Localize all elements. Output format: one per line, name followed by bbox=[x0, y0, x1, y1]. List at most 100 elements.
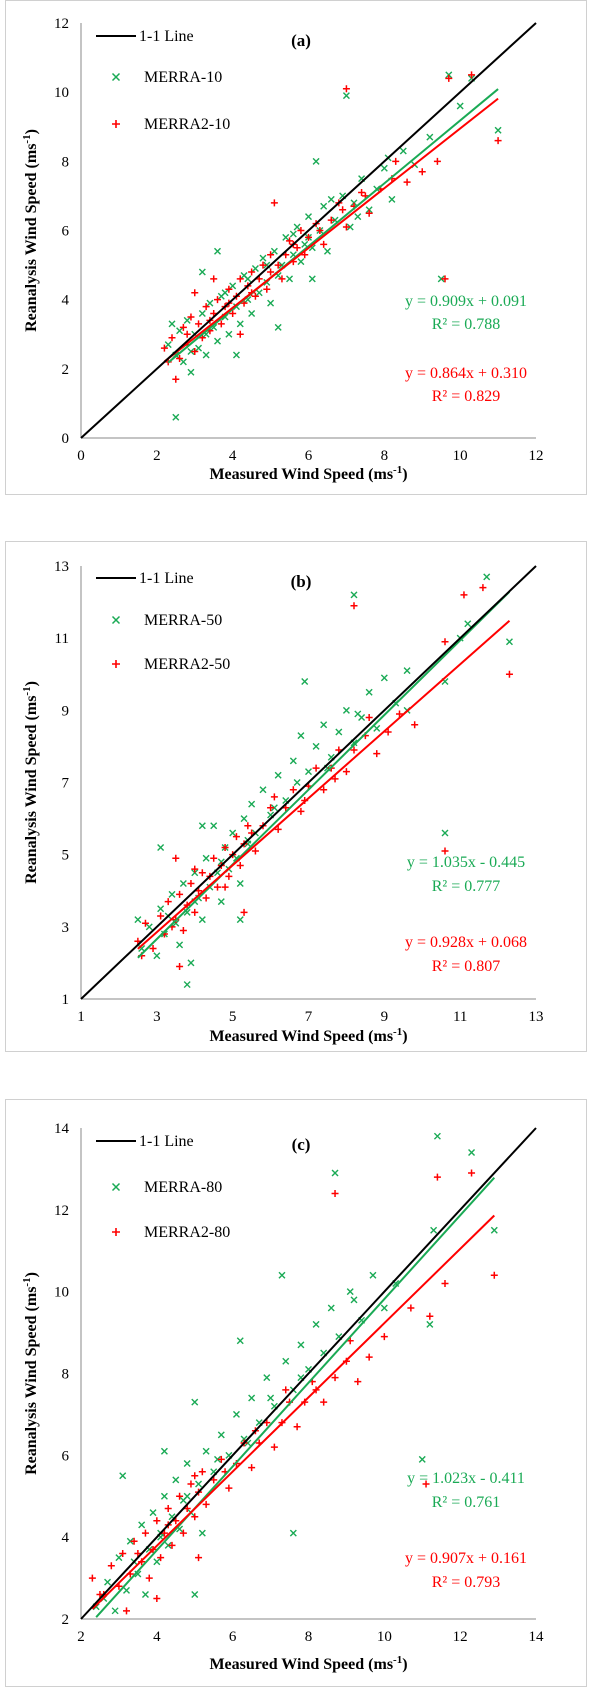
legend-label-merra: MERRA-80 bbox=[144, 1179, 222, 1196]
one-to-one-line bbox=[80, 22, 537, 439]
data-point bbox=[327, 1304, 335, 1312]
data-point bbox=[263, 1374, 271, 1382]
data-point bbox=[191, 348, 199, 356]
data-point bbox=[168, 334, 176, 342]
data-point bbox=[350, 591, 358, 599]
data-point bbox=[157, 843, 165, 851]
data-point bbox=[202, 303, 210, 311]
data-point bbox=[210, 822, 218, 830]
panel-c: 2 4 6 8 10 12 14 2 4 6 8 10 12 14 Measured Wind Speed … bbox=[5, 1099, 587, 1687]
data-point bbox=[176, 354, 184, 362]
data-point bbox=[123, 1607, 130, 1615]
data-point bbox=[244, 822, 252, 830]
data-point bbox=[191, 865, 199, 873]
y-tick-label: 11 bbox=[55, 631, 69, 647]
chart-a: 0 2 4 6 8 10 12 0 2 4 6 8 10 12 Measured Wind Speed (m… bbox=[21, 16, 544, 483]
x-tick-label: 8 bbox=[381, 448, 389, 464]
data-point bbox=[380, 674, 388, 682]
data-point bbox=[123, 1586, 130, 1594]
data-point bbox=[160, 344, 168, 352]
data-point bbox=[195, 1480, 203, 1488]
data-point bbox=[411, 721, 419, 729]
data-point bbox=[149, 1509, 157, 1517]
data-point bbox=[354, 213, 362, 221]
data-point bbox=[172, 854, 180, 862]
data-point bbox=[107, 1562, 115, 1570]
panel-label: (a) bbox=[291, 31, 311, 50]
trendline-merra2 bbox=[137, 620, 511, 950]
data-point bbox=[320, 240, 328, 248]
data-point bbox=[433, 1173, 441, 1181]
legend-plus-marker bbox=[112, 120, 120, 128]
panel-label: (c) bbox=[292, 1135, 311, 1154]
data-point bbox=[229, 310, 237, 317]
data-point bbox=[111, 1607, 119, 1615]
legend-label-merra2: MERRA2-80 bbox=[144, 1224, 230, 1241]
data-point bbox=[198, 1468, 206, 1476]
data-point bbox=[433, 1132, 441, 1140]
legend-label-line: 1-1 Line bbox=[139, 1133, 194, 1150]
data-point bbox=[195, 344, 203, 352]
data-point bbox=[183, 1460, 191, 1468]
data-point bbox=[160, 1492, 168, 1500]
data-point bbox=[441, 638, 449, 646]
data-point bbox=[202, 894, 210, 902]
data-point bbox=[505, 638, 513, 646]
data-point bbox=[236, 916, 244, 924]
data-point bbox=[240, 908, 248, 916]
data-point bbox=[183, 330, 191, 338]
data-point bbox=[119, 1472, 127, 1480]
data-point bbox=[153, 1595, 161, 1603]
x-tick-label: 12 bbox=[453, 1629, 468, 1645]
data-point bbox=[305, 768, 312, 776]
data-point bbox=[354, 710, 362, 718]
data-point bbox=[176, 1492, 184, 1500]
data-point bbox=[468, 1149, 476, 1157]
x-tick-label: 7 bbox=[305, 1009, 313, 1025]
y-tick-label: 8 bbox=[62, 1367, 70, 1383]
y-tick-label: 12 bbox=[54, 1203, 69, 1219]
legend-label-merra: MERRA-50 bbox=[144, 612, 222, 629]
y-axis-title: Reanalysis Wind Speed (ms-1) bbox=[21, 1272, 40, 1475]
data-point bbox=[202, 854, 210, 862]
x-axis-title: Measured Wind Speed (ms-1) bbox=[209, 1654, 407, 1673]
data-point bbox=[217, 1455, 225, 1463]
data-point bbox=[225, 1484, 233, 1492]
r-squared-merra: R² = 0.761 bbox=[432, 1494, 501, 1511]
data-point bbox=[168, 890, 176, 898]
data-point bbox=[259, 254, 267, 262]
data-point bbox=[339, 206, 347, 214]
equation-merra: y = 0.909x + 0.091 bbox=[405, 293, 527, 310]
equation-merra2: y = 0.928x + 0.068 bbox=[405, 934, 527, 951]
data-point bbox=[236, 880, 244, 888]
data-point bbox=[217, 1431, 225, 1439]
data-point bbox=[187, 348, 195, 356]
data-point bbox=[157, 1554, 165, 1562]
x-tick-label: 8 bbox=[305, 1629, 313, 1645]
data-point bbox=[153, 1558, 161, 1566]
data-point bbox=[217, 898, 225, 906]
data-point bbox=[350, 602, 358, 610]
data-point bbox=[225, 330, 233, 338]
y-tick-label: 10 bbox=[54, 1285, 69, 1301]
data-point bbox=[407, 1304, 415, 1312]
data-point bbox=[286, 275, 294, 283]
data-point bbox=[365, 688, 373, 696]
data-point bbox=[202, 351, 210, 359]
data-point bbox=[251, 292, 259, 300]
legend-plus-marker bbox=[112, 1228, 120, 1236]
data-point bbox=[202, 1447, 210, 1455]
x-tick-label: 3 bbox=[153, 1009, 161, 1025]
x-tick-label: 2 bbox=[77, 1629, 85, 1645]
data-point bbox=[119, 1550, 127, 1558]
x-tick-label: 13 bbox=[529, 1009, 544, 1025]
data-point bbox=[418, 168, 426, 176]
data-point bbox=[221, 289, 229, 297]
data-point bbox=[138, 1521, 146, 1529]
trendline-merra bbox=[95, 1177, 496, 1618]
data-point bbox=[342, 768, 350, 776]
data-point bbox=[342, 85, 350, 93]
y-tick-label: 10 bbox=[54, 85, 69, 101]
data-point bbox=[373, 724, 381, 732]
panel-b: 1 3 5 7 9 11 13 1 3 5 7 9 11 13 Measured Wind Speed (m… bbox=[5, 541, 587, 1052]
